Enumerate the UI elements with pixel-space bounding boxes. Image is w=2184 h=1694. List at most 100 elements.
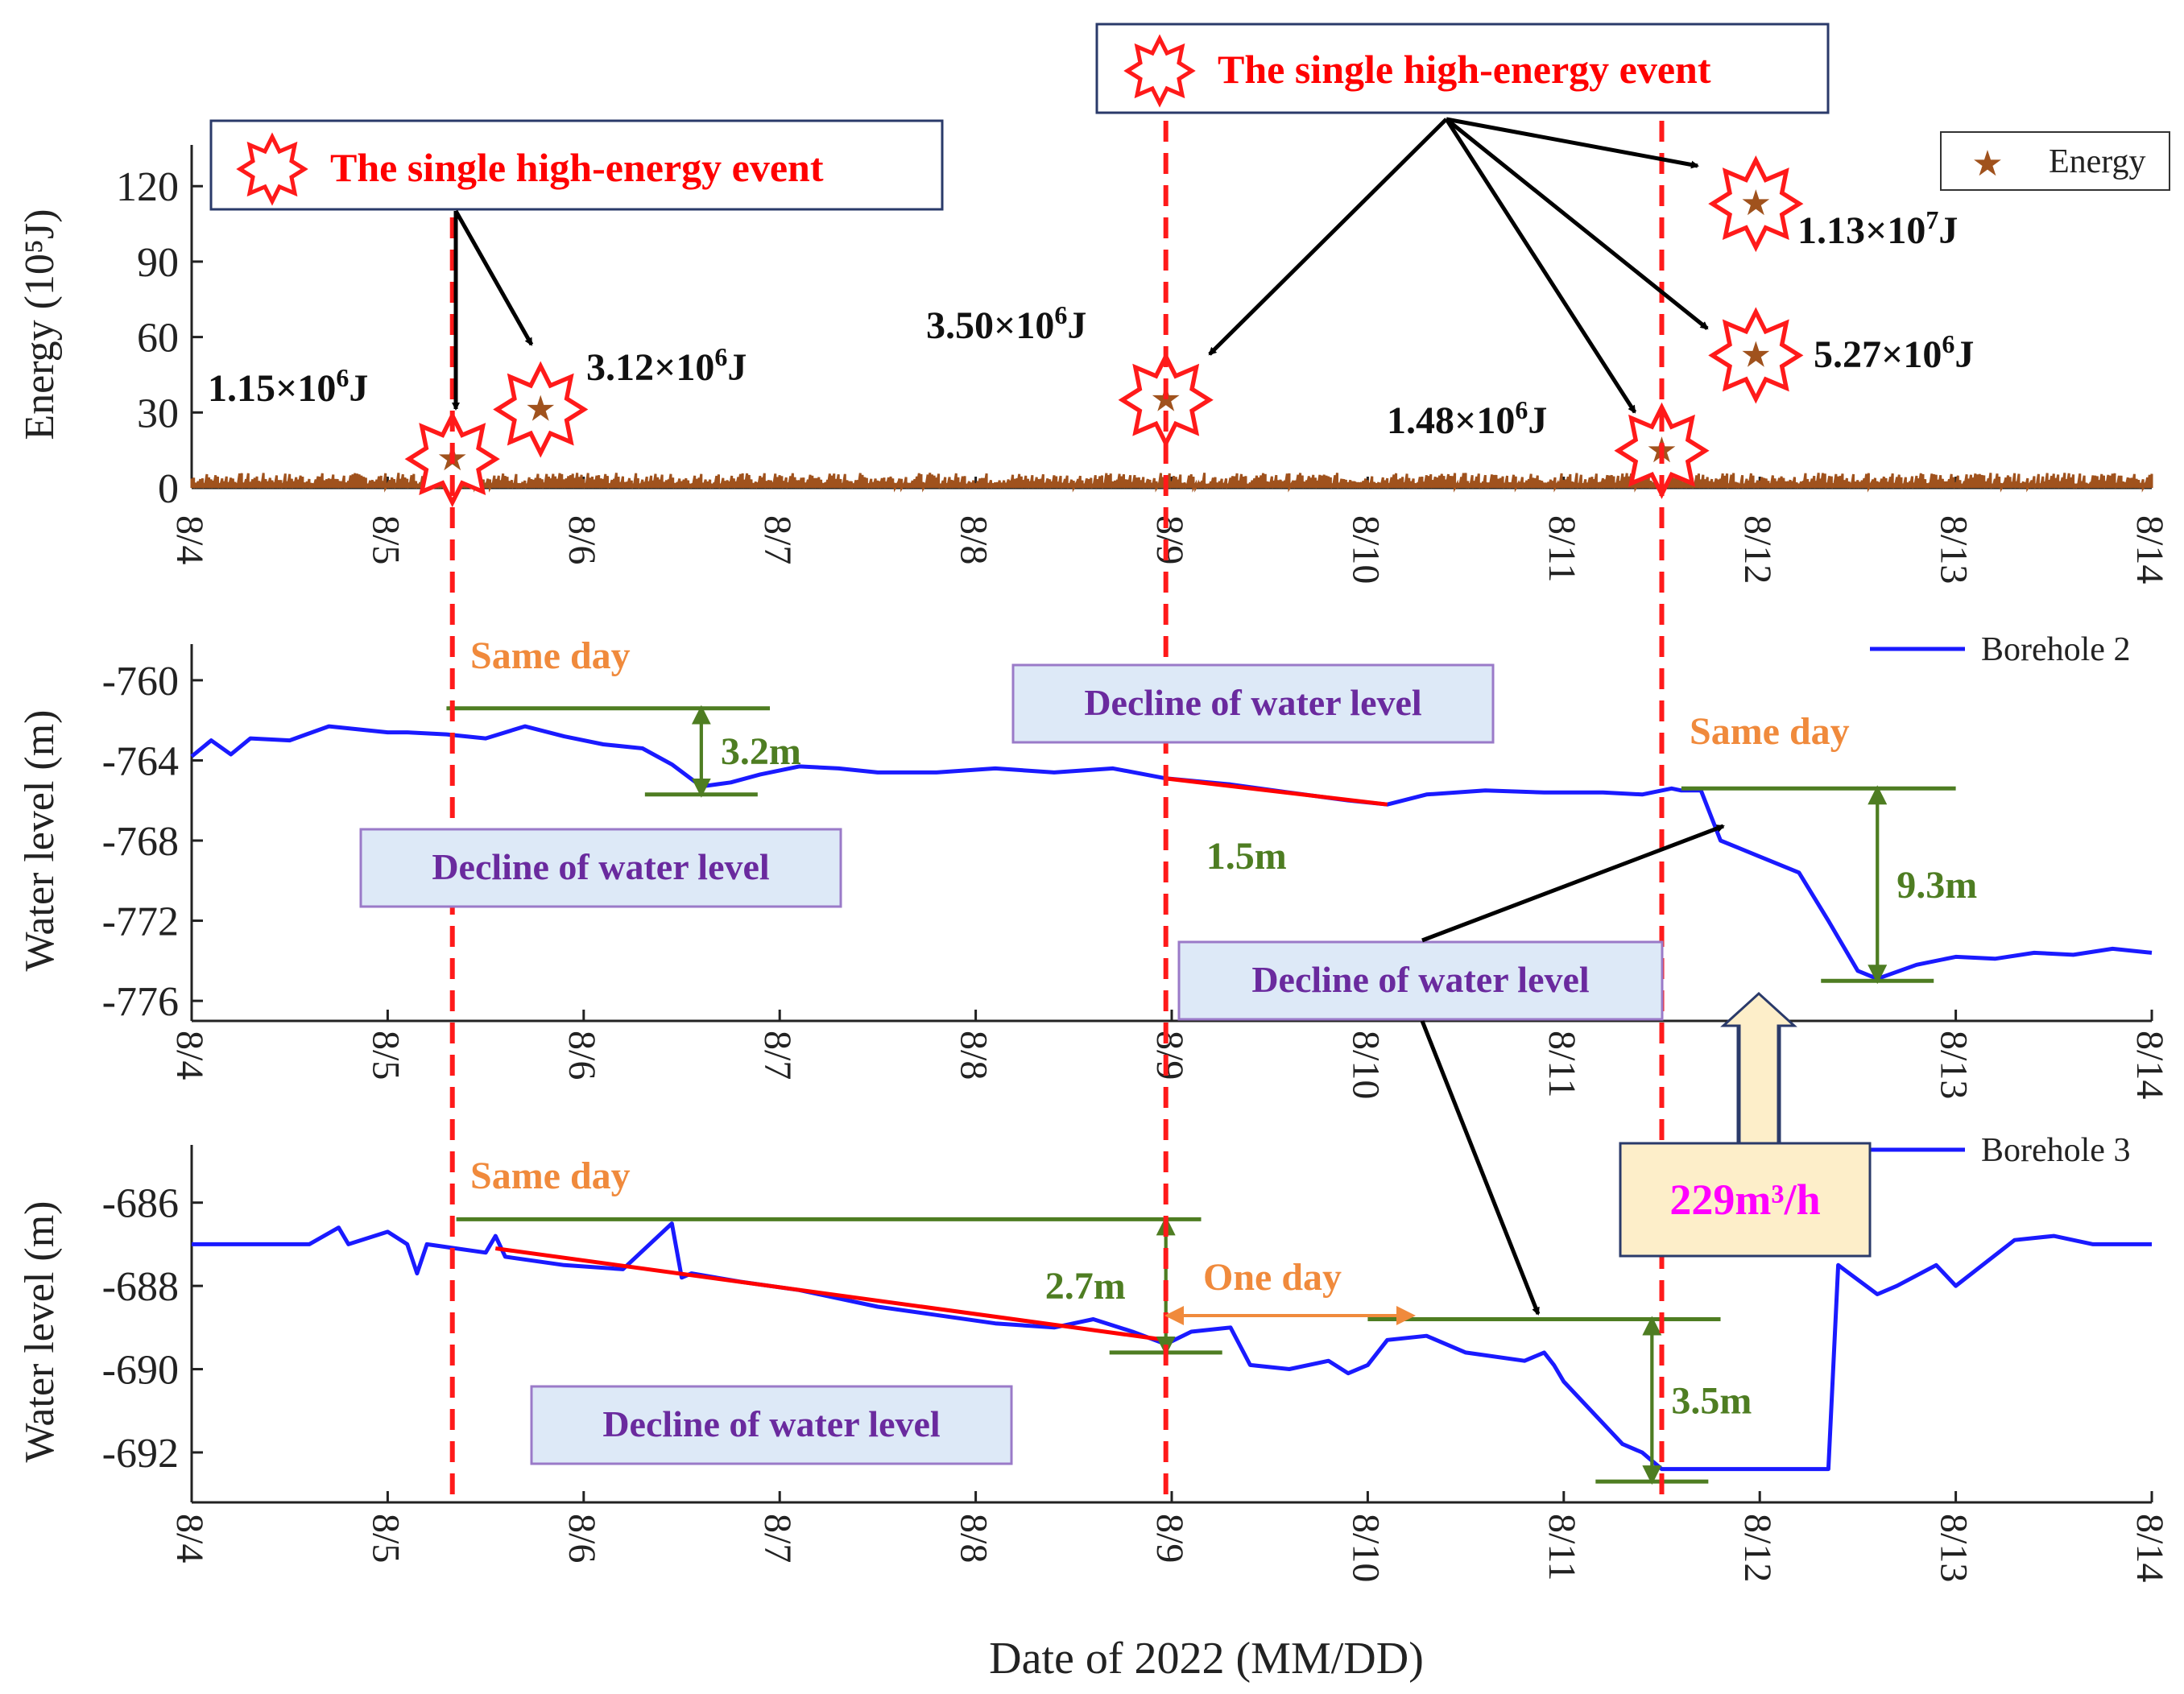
flow-annotation: 229m³/h [1619,991,1872,1258]
x-tick-label: 8/13 [1933,1031,1975,1099]
x-axis-title: Date of 2022 (MM/DD) [989,1634,1424,1684]
arrow-right-3 [1445,118,1709,330]
x-tick-label: 8/6 [560,515,603,564]
x-tick-label: 8/7 [756,1031,799,1080]
burst-icon [236,132,308,206]
x-tick-label: 8/11 [1541,1031,1583,1098]
burst-outline [1708,155,1804,253]
measure-label: 3.5m [1671,1379,1752,1422]
event-label: 5.27×106J [1814,329,1974,376]
legend: Borehole 3 [1870,1132,2130,1169]
decline-label: Decline of water level [602,1403,940,1444]
x-tick-label: 8/6 [560,1514,603,1563]
y-tick-label: -764 [102,738,179,784]
y-tick-label: 120 [116,164,179,210]
y-tick-label: 90 [137,240,179,286]
x-tick-label: 8/13 [1933,515,1975,584]
burst-outline [493,361,589,458]
x-tick-label: 8/5 [364,1514,407,1563]
x-tick-label: 8/5 [364,515,407,564]
trend-line [1165,776,1388,807]
energy-event-point: ★ [1740,335,1772,374]
measure-label: 3.2m [721,730,801,773]
y-tick-label: -686 [102,1181,179,1227]
burst-outline [1708,307,1804,404]
event-lines [449,121,1665,1502]
event-label: 3.12×106J [586,342,747,389]
x-tick-label: 8/10 [1344,1514,1387,1582]
x-tick-label: 8/9 [1148,1514,1191,1563]
event-title-right: The single high-energy event [1218,47,1711,92]
y-tick-label: -776 [102,979,179,1025]
energy-event-point: ★ [1740,184,1772,223]
arrow-decline-down [1420,1020,1541,1316]
trend-label: 1.5m [1206,835,1287,878]
event-label: 1.48×106J [1387,395,1547,442]
legend-label: Borehole 2 [1981,631,2130,668]
y-axis-title: Energy (10⁵J) [17,209,63,440]
annotations: The single high-energy event The single … [209,23,1872,1684]
y-tick-label: 0 [158,466,179,512]
decline-label: Decline of water level [432,846,769,887]
burst-icon [1708,155,1804,253]
event-title-left: The single high-energy event [330,145,824,190]
measure-label: 2.7m [1045,1265,1126,1308]
measure-label: 9.3m [1897,864,1977,907]
energy-baseline-series [190,473,2153,493]
decline-box-4: Decline of water level [530,1385,1013,1465]
event-label: 1.15×106J [208,363,368,410]
x-tick-label: 8/7 [756,1514,799,1563]
y-tick-label: -760 [102,659,179,704]
legend: ★ Energy [1940,131,2170,191]
y-tick-label: -690 [102,1348,179,1394]
one-day-label: One day [1203,1256,1342,1299]
x-tick-label: 8/12 [1736,515,1779,584]
x-tick-label: 8/4 [168,515,211,564]
arrow-left-2 [453,209,534,346]
same-day-label: Same day [470,634,631,677]
x-tick-label: 8/7 [756,515,799,564]
same-day-label: Same day [470,1155,631,1197]
x-tick-label: 8/9 [1148,515,1191,564]
x-tick-label: 8/12 [1736,1514,1779,1582]
y-tick-label: -692 [102,1431,179,1477]
y-tick-label: 30 [137,390,179,436]
x-tick-label: 8/8 [953,515,995,564]
legend-marker: ★ [1971,144,2003,184]
event-title-box-right: The single high-energy event [1095,23,1830,114]
burst-icon [1123,34,1196,108]
x-tick-label: 8/14 [2128,1031,2171,1099]
x-tick-label: 8/8 [953,1514,995,1563]
same-day-label: Same day [1690,710,1850,753]
y-tick-label: 60 [137,316,179,362]
decline-box-2: Decline of water level [1011,663,1495,744]
legend-label: Energy [2049,143,2146,180]
legend-box [1940,131,2170,191]
legend-label: Borehole 3 [1981,1132,2130,1169]
x-tick-label: 8/5 [364,1031,407,1080]
x-tick-label: 8/11 [1541,1514,1583,1581]
x-tick-label: 8/14 [2128,515,2171,584]
arrow-right-2 [1444,118,1637,414]
flow-label: 229m³/h [1669,1175,1820,1224]
x-tick-label: 8/14 [2128,1514,2171,1582]
decline-box-1: Decline of water level [359,828,842,908]
decline-box-3: Decline of water level [1177,940,1664,1021]
arrow-decline-up [1421,824,1725,943]
x-tick-label: 8/10 [1344,1031,1387,1099]
x-tick-label: 8/8 [953,1031,995,1080]
trend-line [494,1246,1167,1342]
water-level-series [192,1221,2152,1472]
y-tick-label: -688 [102,1264,179,1310]
event-title-box-left: The single high-energy event [209,119,944,211]
x-tick-label: 8/9 [1148,1031,1191,1080]
x-tick-label: 8/6 [560,1031,603,1080]
y-tick-label: -772 [102,899,179,945]
decline-label: Decline of water level [1251,959,1589,1000]
y-tick-label: -768 [102,819,179,865]
x-tick-label: 8/11 [1541,515,1583,583]
burst-icon [1708,307,1804,404]
event-label: 3.50×106J [926,300,1086,347]
legend: Borehole 2 [1870,631,2130,668]
